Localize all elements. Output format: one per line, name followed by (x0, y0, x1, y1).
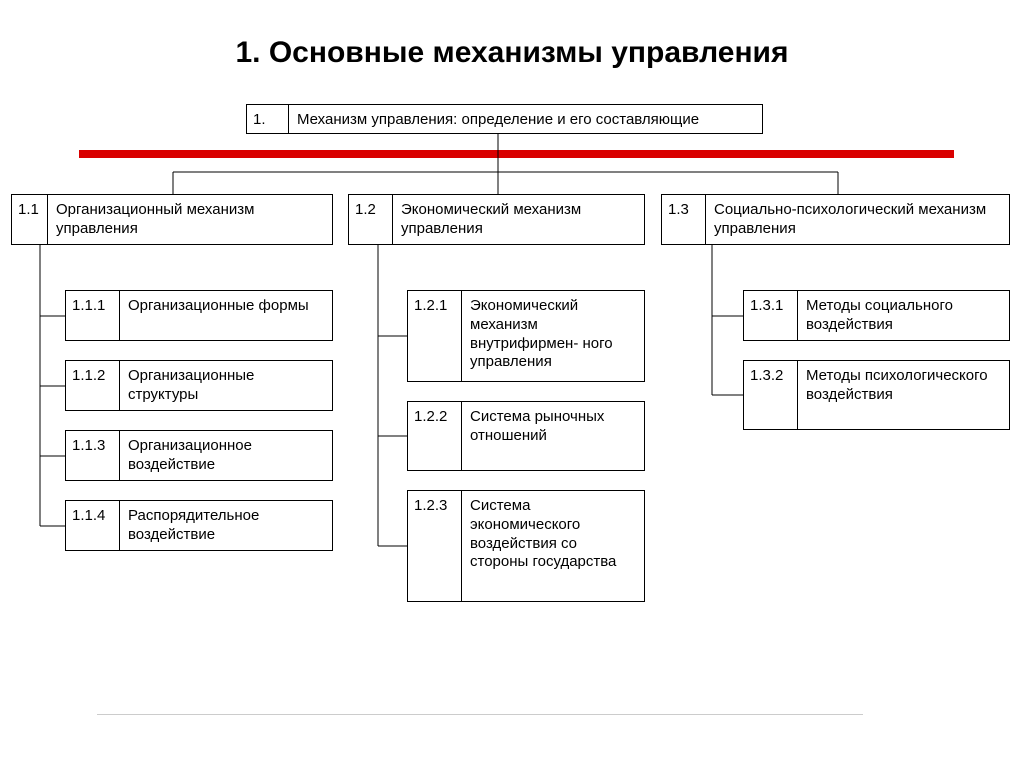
slide: 1. Основные механизмы управления 1. Меха… (0, 0, 1024, 767)
branch-2: 1.2 Экономический механизм управления (348, 194, 645, 245)
node-1-2-2-label: Система рыночных отношений (462, 402, 644, 470)
node-1-1-2: 1.1.2 Организационные структуры (65, 360, 333, 411)
node-1-2-3: 1.2.3 Система экономического воздействия… (407, 490, 645, 602)
node-1-2-2-num: 1.2.2 (408, 402, 462, 470)
node-1-3-2-label: Методы психологического воздействия (798, 361, 1009, 429)
node-1-1-4: 1.1.4 Распорядительное воздействие (65, 500, 333, 551)
branch-3-num: 1.3 (662, 195, 706, 244)
node-1-1-1: 1.1.1 Организационные формы (65, 290, 333, 341)
node-1-3-2: 1.3.2 Методы психологического воздействи… (743, 360, 1010, 430)
branch-3: 1.3 Социально-психологический механизм у… (661, 194, 1010, 245)
node-1-2-3-label: Система экономического воздействия со ст… (462, 491, 644, 601)
node-1-1-1-label: Организационные формы (120, 291, 332, 340)
node-1-2-2: 1.2.2 Система рыночных отношений (407, 401, 645, 471)
node-1-2-1: 1.2.1 Экономический механизм внутрифирме… (407, 290, 645, 382)
node-1-1-2-num: 1.1.2 (66, 361, 120, 410)
root-node: 1. Механизм управления: определение и ег… (246, 104, 763, 134)
footer-line (97, 714, 863, 715)
branch-1: 1.1 Организационный механизм управления (11, 194, 333, 245)
branch-3-label: Социально-психологический механизм управ… (706, 195, 1009, 244)
root-num: 1. (247, 105, 289, 133)
node-1-3-1-label: Методы социального воздействия (798, 291, 1009, 340)
branch-1-label: Организационный механизм управления (48, 195, 332, 244)
branch-2-num: 1.2 (349, 195, 393, 244)
node-1-1-4-label: Распорядительное воздействие (120, 501, 332, 550)
node-1-1-1-num: 1.1.1 (66, 291, 120, 340)
node-1-2-1-num: 1.2.1 (408, 291, 462, 381)
node-1-3-1-num: 1.3.1 (744, 291, 798, 340)
node-1-2-1-label: Экономический механизм внутрифирмен- ног… (462, 291, 644, 381)
branch-2-label: Экономический механизм управления (393, 195, 644, 244)
node-1-1-3-num: 1.1.3 (66, 431, 120, 480)
node-1-1-2-label: Организационные структуры (120, 361, 332, 410)
node-1-1-3: 1.1.3 Организационное воздействие (65, 430, 333, 481)
slide-title: 1. Основные механизмы управления (0, 36, 1024, 70)
accent-bar (79, 150, 954, 158)
node-1-1-3-label: Организационное воздействие (120, 431, 332, 480)
node-1-3-1: 1.3.1 Методы социального воздействия (743, 290, 1010, 341)
node-1-3-2-num: 1.3.2 (744, 361, 798, 429)
node-1-2-3-num: 1.2.3 (408, 491, 462, 601)
branch-1-num: 1.1 (12, 195, 48, 244)
root-label: Механизм управления: определение и его с… (289, 105, 762, 133)
node-1-1-4-num: 1.1.4 (66, 501, 120, 550)
